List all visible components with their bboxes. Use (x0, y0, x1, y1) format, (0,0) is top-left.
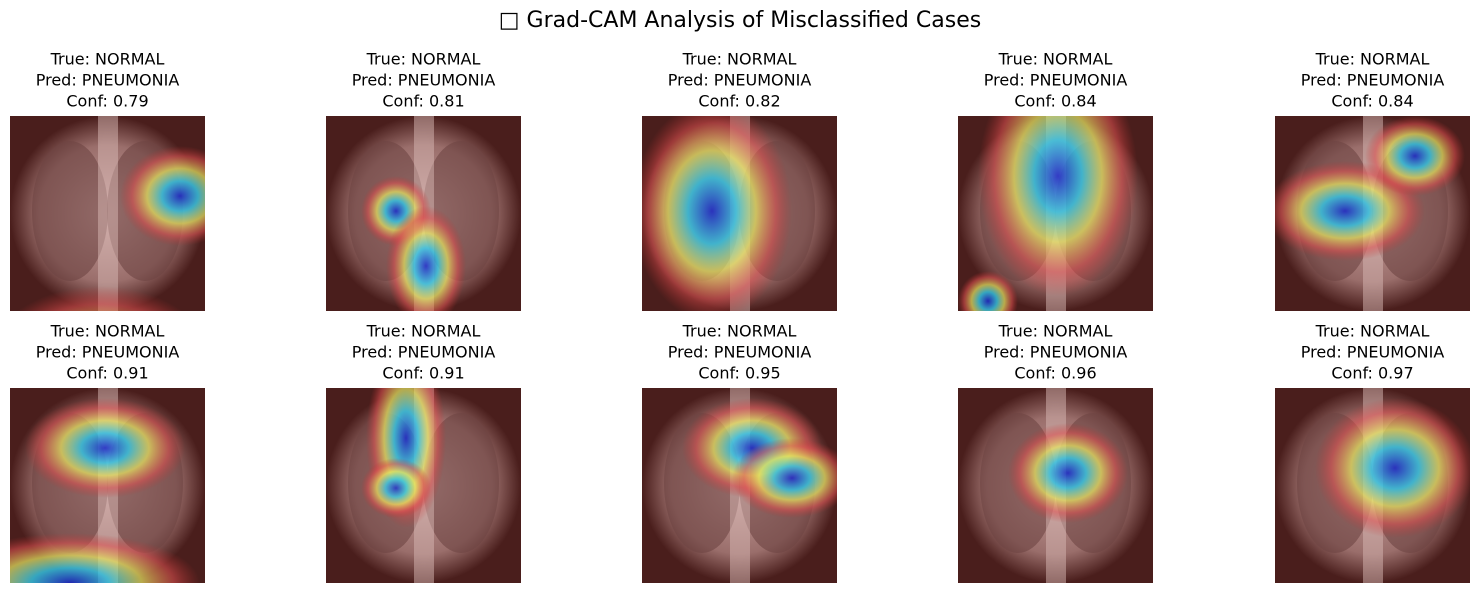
panel-pred-label: Pred: PNEUMONIA (668, 343, 812, 362)
panel-pred-label: Pred: PNEUMONIA (984, 343, 1128, 362)
panel-pred-label: Pred: PNEUMONIA (668, 71, 812, 90)
panel-pred-label: Pred: PNEUMONIA (36, 343, 180, 362)
gradcam-image (642, 116, 837, 311)
panel-true-label: True: NORMAL (998, 322, 1113, 341)
panel-conf-label: Conf: 0.96 (1014, 364, 1096, 383)
gradcam-image (326, 388, 521, 583)
panel-conf-label: Conf: 0.91 (382, 364, 464, 383)
heatmap-blob (1315, 398, 1470, 538)
figure-title: □ Grad-CAM Analysis of Misclassified Cas… (499, 8, 981, 33)
panel-true-label: True: NORMAL (998, 50, 1113, 69)
panel-pred-label: Pred: PNEUMONIA (1301, 343, 1445, 362)
gradcam-image (1275, 388, 1470, 583)
panel-conf-label: Conf: 0.84 (1014, 92, 1096, 111)
heatmap-blob (642, 116, 792, 311)
panel-conf-label: Conf: 0.82 (698, 92, 780, 111)
gradcam-image (10, 116, 205, 311)
panel-conf-label: Conf: 0.97 (1331, 364, 1413, 383)
gradcam-image (958, 116, 1153, 311)
gradcam-image (1275, 116, 1470, 311)
panel-true-label: True: NORMAL (1315, 322, 1430, 341)
gradcam-image (326, 116, 521, 311)
panel-conf-label: Conf: 0.91 (66, 364, 148, 383)
panel-conf-label: Conf: 0.81 (382, 92, 464, 111)
heatmap-blob (732, 438, 837, 518)
panel-true-label: True: NORMAL (366, 50, 481, 69)
heatmap-blob (25, 398, 185, 498)
panel-conf-label: Conf: 0.84 (1331, 92, 1413, 111)
heatmap-blob (1365, 116, 1465, 196)
heatmap-blob (978, 116, 1138, 296)
lung (32, 141, 108, 281)
heatmap-blob (120, 146, 205, 246)
heatmap-blob (958, 271, 1018, 311)
gradcam-image (10, 388, 205, 583)
spine (98, 116, 118, 311)
panel-conf-label: Conf: 0.95 (698, 364, 780, 383)
panel-true-label: True: NORMAL (366, 322, 481, 341)
panel-pred-label: Pred: PNEUMONIA (36, 71, 180, 90)
panel-true-label: True: NORMAL (50, 322, 165, 341)
panel-true-label: True: NORMAL (50, 50, 165, 69)
panel-pred-label: Pred: PNEUMONIA (984, 71, 1128, 90)
panel-pred-label: Pred: PNEUMONIA (352, 343, 496, 362)
panel-pred-label: Pred: PNEUMONIA (352, 71, 496, 90)
panel-pred-label: Pred: PNEUMONIA (1301, 71, 1445, 90)
panel-conf-label: Conf: 0.79 (66, 92, 148, 111)
heatmap-blob (361, 458, 431, 518)
panel-true-label: True: NORMAL (1315, 50, 1430, 69)
gradcam-image (642, 388, 837, 583)
gradcam-image (958, 388, 1153, 583)
heatmap-blob (17, 286, 183, 311)
panel-true-label: True: NORMAL (682, 50, 797, 69)
panel-true-label: True: NORMAL (682, 322, 797, 341)
heatmap-blob (386, 206, 466, 311)
heatmap-blob (10, 533, 200, 583)
heatmap-blob (1008, 423, 1128, 523)
